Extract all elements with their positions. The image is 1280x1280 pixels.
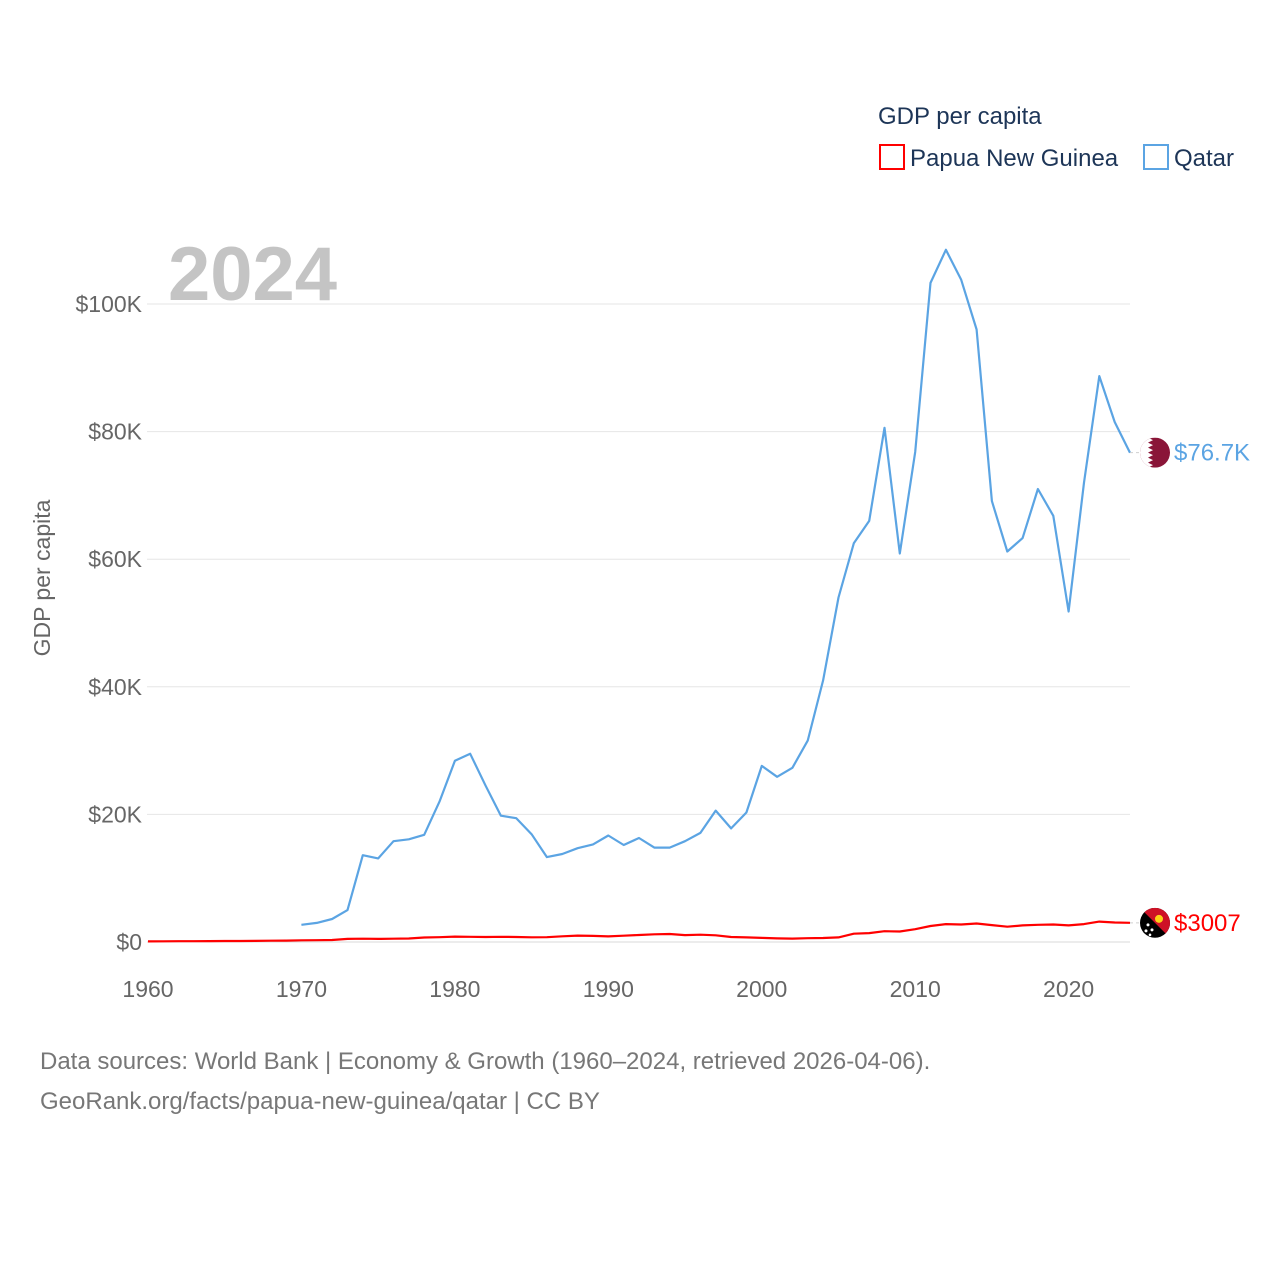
x-tick-label: 2020 [1043, 976, 1094, 1002]
legend-title: GDP per capita [878, 103, 1042, 130]
x-tick-label: 1970 [276, 976, 327, 1002]
x-tick-label: 1990 [583, 976, 634, 1002]
end-label-papua-new-guinea: $3007 [1174, 910, 1241, 937]
series [147, 248, 1131, 943]
y-tick-label: $0 [116, 929, 142, 955]
legend: GDP per capita Papua New Guinea Qatar [878, 103, 1234, 172]
y-tick-label: $100K [75, 291, 142, 317]
x-tick-label: 2010 [890, 976, 941, 1002]
x-axis-ticks: 1960 1970 1980 1990 2000 2010 2020 [122, 976, 1094, 1002]
legend-item-qatar[interactable]: Qatar [1143, 144, 1234, 172]
y-axis-title: GDP per capita [29, 499, 55, 656]
series-end-markers: $3007 $76.7K [1130, 437, 1250, 938]
y-axis-ticks: $0 $20K $40K $60K $80K $100K [75, 291, 142, 955]
y-tick-label: $40K [88, 674, 142, 700]
papua-new-guinea-flag-icon [1140, 907, 1170, 938]
legend-swatch-papua-new-guinea [879, 144, 905, 170]
legend-label-qatar: Qatar [1174, 145, 1234, 172]
x-tick-label: 1960 [122, 976, 173, 1002]
end-label-qatar: $76.7K [1174, 440, 1250, 467]
year-label: 2024 [168, 232, 337, 317]
footer-credit-line: GeoRank.org/facts/papua-new-guinea/qatar… [40, 1088, 600, 1115]
y-tick-label: $60K [88, 546, 142, 572]
footer: Data sources: World Bank | Economy & Gro… [40, 1042, 930, 1122]
legend-swatch-qatar [1143, 144, 1169, 170]
x-tick-label: 1980 [429, 976, 480, 1002]
series-line-papua-new-guinea [147, 920, 1131, 943]
x-tick-label: 2000 [736, 976, 787, 1002]
grid [147, 303, 1130, 943]
legend-item-papua-new-guinea[interactable]: Papua New Guinea [879, 144, 1119, 172]
legend-label-papua-new-guinea: Papua New Guinea [910, 145, 1119, 172]
footer-source-line: Data sources: World Bank | Economy & Gro… [40, 1048, 931, 1075]
y-tick-label: $20K [88, 801, 142, 827]
qatar-flag-icon [1140, 437, 1170, 468]
series-line-qatar [301, 248, 1131, 926]
y-tick-label: $80K [88, 419, 142, 445]
